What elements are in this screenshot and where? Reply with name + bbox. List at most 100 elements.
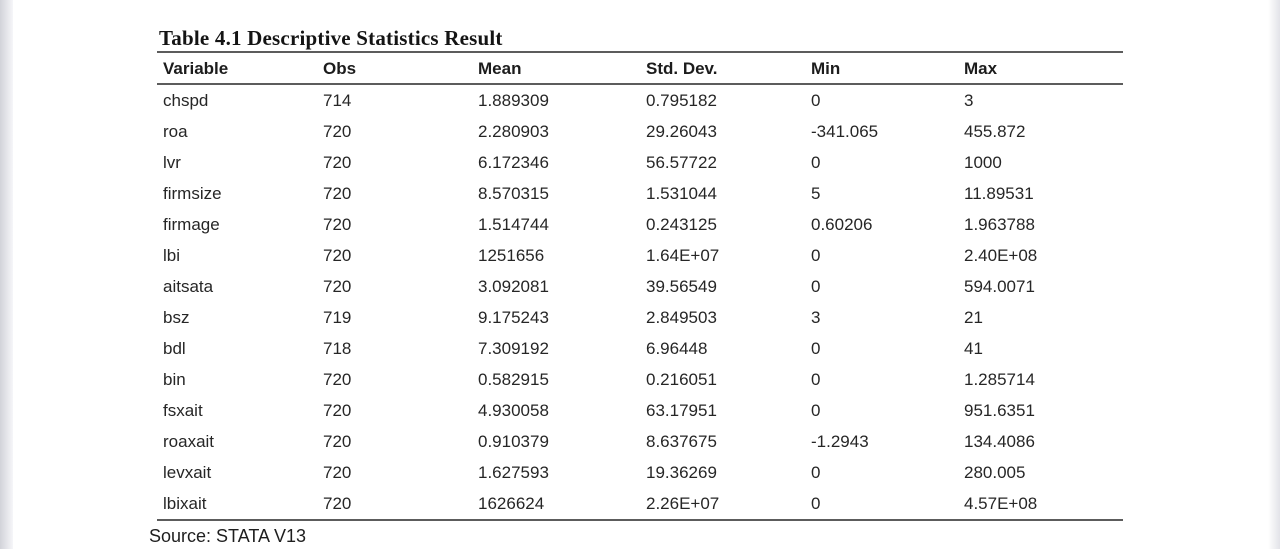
cell-max: 594.0071 — [964, 277, 1035, 296]
cell-variable: firmsize — [163, 184, 222, 203]
cell-obs: 720 — [323, 401, 352, 420]
cell-min: 0 — [811, 494, 821, 513]
cell-mean: 1.889309 — [478, 91, 549, 110]
cell-max: 951.6351 — [964, 401, 1035, 420]
cell-mean: 1.627593 — [478, 463, 549, 482]
table-row: firmsize 720 8.570315 1.531044 5 11.8953… — [157, 178, 1123, 209]
cell-std-dev: 0.795182 — [646, 91, 717, 110]
table-row: firmage 720 1.514744 0.243125 0.60206 1.… — [157, 209, 1123, 240]
cell-std-dev: 2.849503 — [646, 308, 717, 327]
cell-max: 2.40E+08 — [964, 246, 1038, 265]
cell-mean: 4.930058 — [478, 401, 549, 420]
cell-min: 0 — [811, 401, 821, 420]
cell-variable: bin — [163, 370, 186, 389]
cell-min: -341.065 — [811, 122, 879, 141]
cell-min: 0 — [811, 463, 821, 482]
cell-max: 4.57E+08 — [964, 494, 1038, 513]
cell-obs: 720 — [323, 494, 352, 513]
cell-variable: lvr — [163, 153, 181, 172]
descriptive-statistics-table: Variable Obs Mean Std. Dev. Min Max chsp… — [157, 51, 1123, 521]
cell-mean: 6.172346 — [478, 153, 549, 172]
cell-max: 1.285714 — [964, 370, 1035, 389]
table-row: roa 720 2.280903 29.26043 -341.065 455.8… — [157, 116, 1123, 147]
cell-mean: 0.910379 — [478, 432, 549, 451]
document-content: Table 4.1 Descriptive Statistics Result … — [149, 25, 1123, 548]
cell-mean: 0.582915 — [478, 370, 549, 389]
cell-min: 0 — [811, 370, 821, 389]
table-row: bdl 718 7.309192 6.96448 0 41 — [157, 333, 1123, 364]
cell-variable: bsz — [163, 308, 190, 327]
table-row: lbixait 720 1626624 2.26E+07 0 4.57E+08 — [157, 488, 1123, 520]
table-row: roaxait 720 0.910379 8.637675 -1.2943 13… — [157, 426, 1123, 457]
cell-std-dev: 8.637675 — [646, 432, 717, 451]
cell-std-dev: 0.243125 — [646, 215, 717, 234]
cell-obs: 720 — [323, 370, 352, 389]
table-row: lvr 720 6.172346 56.57722 0 1000 — [157, 147, 1123, 178]
cell-std-dev: 1.531044 — [646, 184, 717, 203]
table-header: Variable Obs Mean Std. Dev. Min Max — [157, 52, 1123, 85]
cell-max: 41 — [964, 339, 983, 358]
cell-min: 0 — [811, 339, 821, 358]
cell-mean: 1626624 — [478, 494, 545, 513]
column-header-min: Min — [805, 52, 958, 85]
column-header-variable: Variable — [157, 52, 317, 85]
table-title: Table 4.1 Descriptive Statistics Result — [159, 26, 503, 50]
cell-max: 455.872 — [964, 122, 1026, 141]
cell-obs: 720 — [323, 184, 352, 203]
cell-obs: 719 — [323, 308, 352, 327]
column-header-obs: Obs — [317, 52, 472, 85]
page-edge-left — [0, 0, 13, 549]
cell-min: 0 — [811, 277, 821, 296]
cell-std-dev: 19.36269 — [646, 463, 717, 482]
column-header-std-dev: Std. Dev. — [640, 52, 805, 85]
cell-obs: 714 — [323, 91, 352, 110]
cell-obs: 720 — [323, 277, 352, 296]
cell-std-dev: 1.64E+07 — [646, 246, 720, 265]
cell-variable: lbixait — [163, 494, 207, 513]
table-row: chspd 714 1.889309 0.795182 0 3 — [157, 84, 1123, 116]
cell-mean: 9.175243 — [478, 308, 549, 327]
cell-mean: 8.570315 — [478, 184, 549, 203]
table-row: bin 720 0.582915 0.216051 0 1.285714 — [157, 364, 1123, 395]
cell-obs: 720 — [323, 215, 352, 234]
cell-variable: aitsata — [163, 277, 214, 296]
cell-variable: firmage — [163, 215, 220, 234]
table-row: lbi 720 1251656 1.64E+07 0 2.40E+08 — [157, 240, 1123, 271]
table-row: aitsata 720 3.092081 39.56549 0 594.0071 — [157, 271, 1123, 302]
cell-max: 280.005 — [964, 463, 1026, 482]
cell-variable: chspd — [163, 91, 209, 110]
cell-obs: 720 — [323, 122, 352, 141]
cell-max: 21 — [964, 308, 983, 327]
cell-mean: 1.514744 — [478, 215, 549, 234]
cell-std-dev: 63.17951 — [646, 401, 717, 420]
cell-obs: 720 — [323, 463, 352, 482]
cell-std-dev: 0.216051 — [646, 370, 717, 389]
table-row: bsz 719 9.175243 2.849503 3 21 — [157, 302, 1123, 333]
cell-max: 1000 — [964, 153, 1002, 172]
cell-variable: fsxait — [163, 401, 203, 420]
cell-min: 0 — [811, 91, 821, 110]
page-edge-right — [1268, 0, 1280, 549]
cell-obs: 720 — [323, 432, 352, 451]
source-note: Source: STATA V13 — [149, 526, 307, 546]
cell-variable: levxait — [163, 463, 212, 482]
cell-std-dev: 6.96448 — [646, 339, 708, 358]
table-body: chspd 714 1.889309 0.795182 0 3 roa 720 … — [157, 84, 1123, 520]
cell-min: -1.2943 — [811, 432, 869, 451]
cell-variable: bdl — [163, 339, 186, 358]
cell-mean: 2.280903 — [478, 122, 549, 141]
cell-max: 11.89531 — [964, 184, 1034, 203]
cell-min: 3 — [811, 308, 821, 327]
cell-variable: roa — [163, 122, 188, 141]
table-row: levxait 720 1.627593 19.36269 0 280.005 — [157, 457, 1123, 488]
cell-max: 3 — [964, 91, 974, 110]
cell-min: 0 — [811, 246, 821, 265]
cell-variable: lbi — [163, 246, 181, 265]
cell-mean: 3.092081 — [478, 277, 549, 296]
cell-variable: roaxait — [163, 432, 215, 451]
table-row: fsxait 720 4.930058 63.17951 0 951.6351 — [157, 395, 1123, 426]
cell-std-dev: 39.56549 — [646, 277, 717, 296]
cell-min: 5 — [811, 184, 821, 203]
cell-min: 0 — [811, 153, 821, 172]
cell-std-dev: 56.57722 — [646, 153, 717, 172]
